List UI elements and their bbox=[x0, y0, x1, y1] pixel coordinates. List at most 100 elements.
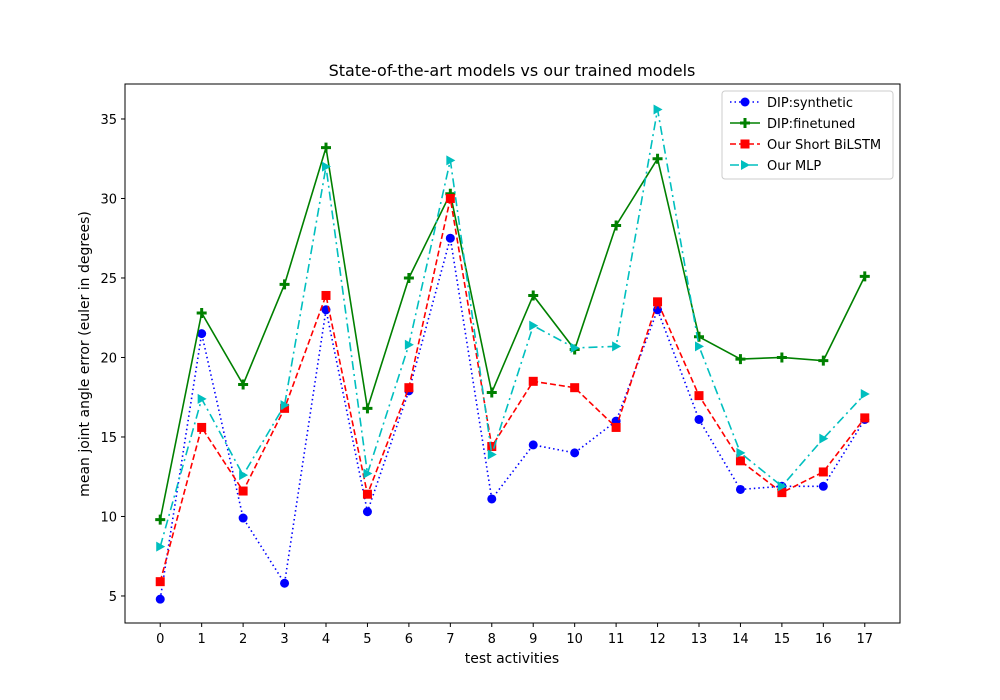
data-point bbox=[279, 279, 290, 290]
x-tick-label: 10 bbox=[566, 632, 583, 647]
legend-entry: Our Short BiLSTM bbox=[730, 138, 881, 153]
data-point bbox=[694, 391, 704, 401]
legend-label: Our MLP bbox=[767, 159, 821, 174]
data-point bbox=[612, 341, 622, 352]
legend-box bbox=[721, 90, 894, 180]
data-point bbox=[362, 507, 372, 517]
data-point bbox=[486, 387, 497, 398]
x-tick-label: 8 bbox=[488, 632, 496, 647]
data-point bbox=[238, 513, 248, 523]
data-point bbox=[694, 341, 704, 352]
data-point bbox=[611, 220, 622, 231]
y-axis-label: mean joint angle error (euler in degrees… bbox=[77, 211, 93, 497]
data-point bbox=[321, 142, 332, 153]
data-point bbox=[529, 320, 539, 331]
data-point bbox=[363, 468, 373, 479]
x-tick-label: 16 bbox=[815, 632, 832, 647]
data-point bbox=[777, 488, 787, 498]
series-line bbox=[159, 238, 866, 600]
data-point bbox=[819, 433, 829, 444]
data-point bbox=[197, 422, 207, 432]
data-point bbox=[362, 489, 372, 499]
data-point bbox=[818, 481, 828, 491]
x-tick-label: 3 bbox=[280, 632, 288, 647]
x-tick-label: 0 bbox=[156, 632, 164, 647]
data-point bbox=[693, 331, 704, 342]
data-point bbox=[280, 403, 290, 413]
data-point bbox=[735, 456, 745, 466]
y-tick-label: 25 bbox=[100, 272, 117, 287]
data-point bbox=[156, 541, 166, 552]
data-point bbox=[446, 155, 456, 166]
x-axis: 0 1 2 3 4 5 6 7 8 9 10 11 12 13 14 15 16 17 bbox=[156, 623, 873, 647]
x-tick-label: 2 bbox=[239, 632, 247, 647]
legend-marker bbox=[740, 97, 750, 107]
data-point bbox=[860, 413, 870, 423]
data-point bbox=[403, 272, 414, 283]
data-point bbox=[653, 104, 663, 115]
x-tick-label: 15 bbox=[774, 632, 791, 647]
y-tick-label: 30 bbox=[100, 192, 117, 207]
data-point bbox=[155, 594, 165, 604]
x-tick-label: 9 bbox=[529, 632, 537, 647]
data-point bbox=[694, 414, 704, 424]
data-point bbox=[239, 470, 249, 481]
x-axis-label: test activities bbox=[465, 651, 559, 667]
data-point bbox=[280, 400, 290, 411]
data-point bbox=[322, 161, 332, 172]
legend-entry: DIP:synthetic bbox=[730, 96, 853, 111]
data-point bbox=[777, 481, 787, 492]
data-point bbox=[735, 484, 745, 494]
data-point bbox=[155, 577, 165, 587]
data-point bbox=[238, 379, 249, 390]
series-line bbox=[159, 109, 866, 547]
data-point bbox=[735, 354, 746, 365]
y-tick-label: 35 bbox=[100, 113, 117, 128]
data-point bbox=[196, 307, 207, 318]
data-point bbox=[404, 383, 414, 393]
data-point bbox=[818, 355, 829, 366]
data-point bbox=[570, 448, 580, 458]
x-tick-label: 12 bbox=[649, 632, 666, 647]
x-tick-label: 1 bbox=[198, 632, 206, 647]
data-point bbox=[487, 494, 497, 504]
y-tick-label: 10 bbox=[100, 510, 117, 525]
data-point bbox=[487, 442, 497, 452]
x-tick-label: 5 bbox=[363, 632, 371, 647]
data-point bbox=[362, 403, 373, 414]
x-tick-label: 6 bbox=[405, 632, 413, 647]
data-point bbox=[653, 297, 663, 307]
legend-marker bbox=[741, 160, 750, 170]
y-tick-label: 15 bbox=[100, 431, 117, 446]
x-tick-label: 11 bbox=[608, 632, 625, 647]
data-point bbox=[280, 578, 290, 588]
y-tick-label: 5 bbox=[109, 590, 117, 605]
series-line bbox=[159, 147, 866, 520]
data-point bbox=[321, 290, 331, 300]
data-point bbox=[155, 514, 166, 525]
data-point bbox=[859, 271, 870, 282]
data-point bbox=[652, 153, 663, 164]
data-point bbox=[445, 193, 455, 203]
series-1 bbox=[155, 142, 870, 525]
x-tick-label: 14 bbox=[732, 632, 749, 647]
data-point bbox=[736, 447, 746, 458]
data-point bbox=[197, 329, 207, 339]
data-point bbox=[860, 389, 870, 400]
data-point bbox=[445, 233, 455, 243]
legend-marker bbox=[740, 139, 750, 149]
legend-label: DIP:finetuned bbox=[767, 117, 855, 132]
data-point bbox=[238, 486, 248, 496]
data-point bbox=[611, 422, 621, 432]
x-tick-label: 4 bbox=[322, 632, 330, 647]
data-point bbox=[197, 393, 207, 404]
legend-marker bbox=[740, 118, 750, 128]
x-tick-label: 7 bbox=[446, 632, 454, 647]
legend-entry: Our MLP bbox=[730, 159, 821, 174]
data-point bbox=[818, 467, 828, 477]
x-tick-label: 17 bbox=[856, 632, 873, 647]
legend-entry: DIP:finetuned bbox=[730, 117, 855, 132]
data-point bbox=[776, 352, 787, 363]
data-point bbox=[528, 440, 538, 450]
